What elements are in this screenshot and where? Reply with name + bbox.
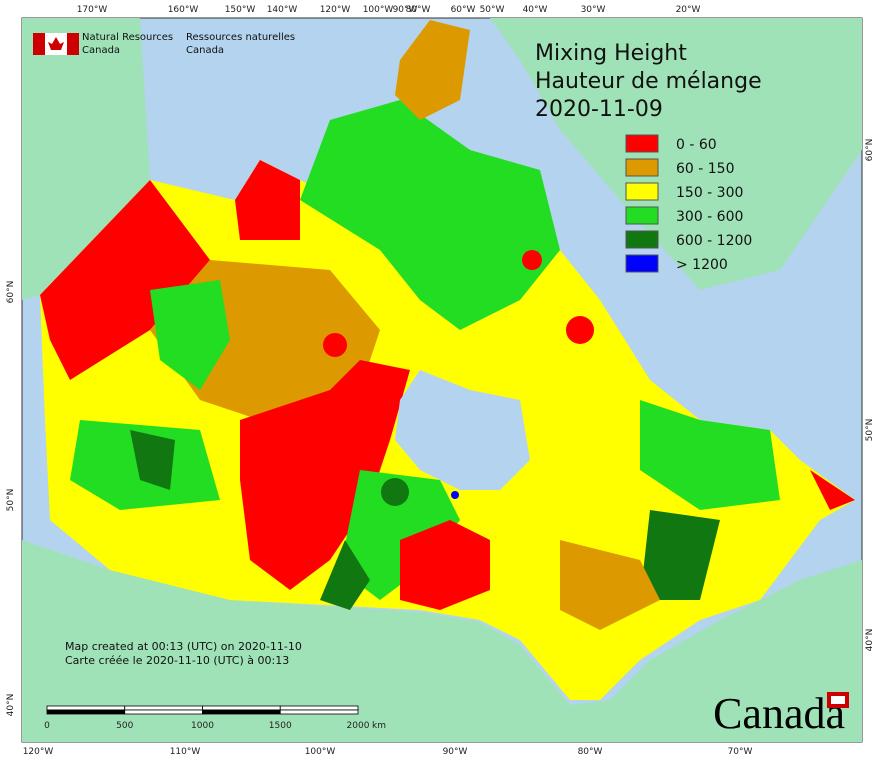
graticule-label: 40°W xyxy=(523,5,548,15)
alaska xyxy=(22,18,150,300)
zone-red xyxy=(566,316,594,344)
zone-red xyxy=(235,160,300,240)
note: Carte créée le 2020-11-10 (UTC) à 00:13 xyxy=(65,654,289,667)
graticule-label: 90°W xyxy=(443,747,468,757)
legend-label: 600 - 1200 xyxy=(676,233,752,249)
scale-segment xyxy=(279,705,359,711)
flag-bar xyxy=(33,33,45,55)
zone-green xyxy=(340,470,460,600)
scale-label: 500 xyxy=(116,721,133,731)
legend-label: 300 - 600 xyxy=(676,209,743,225)
legend-swatch xyxy=(625,158,659,177)
graticule-label: 70°W xyxy=(728,747,753,757)
legend-label: 60 - 150 xyxy=(676,161,735,177)
graticule-label: 100°W xyxy=(305,747,336,757)
graticule-label: 60°N xyxy=(865,139,875,162)
zone-red xyxy=(522,250,542,270)
scale-label: 1500 xyxy=(269,721,292,731)
title: 2020-11-09 xyxy=(535,97,663,122)
graticule-label: 150°W xyxy=(225,5,256,15)
header-text: Ressources naturelles xyxy=(186,32,295,43)
zone-red xyxy=(810,470,855,510)
zone-red xyxy=(40,180,210,380)
scale-segment xyxy=(279,709,359,715)
graticule-label: 80°W xyxy=(578,747,603,757)
graticule-label: 50°N xyxy=(865,419,875,442)
graticule-label: 100°W xyxy=(363,5,394,15)
zone-yellow xyxy=(540,360,650,460)
graticule-label: 40°N xyxy=(865,629,875,652)
graticule-label: 60°W xyxy=(451,5,476,15)
graticule-label: 40°N xyxy=(6,694,16,717)
zone-red xyxy=(400,520,490,610)
note: Map created at 00:13 (UTC) on 2020-11-10 xyxy=(65,640,302,653)
maple-leaf xyxy=(48,37,64,50)
graticule-label: 120°W xyxy=(320,5,351,15)
graticule-label: 80°W xyxy=(406,5,431,15)
scale-segment xyxy=(202,709,281,715)
header-text: Canada xyxy=(186,45,224,56)
scale-segment xyxy=(124,705,203,711)
zone-orange xyxy=(560,540,660,630)
zone-blue xyxy=(451,491,459,499)
arctic-islands xyxy=(300,100,560,330)
scale-segment xyxy=(46,705,126,711)
legend-swatch xyxy=(625,254,659,273)
united-states xyxy=(22,540,862,742)
wordmark-flag xyxy=(827,692,849,708)
scale-segment xyxy=(46,709,126,715)
legend-label: 0 - 60 xyxy=(676,137,717,153)
graticule-label: 160°W xyxy=(168,5,199,15)
ellesmere xyxy=(395,20,470,120)
legend-swatch xyxy=(625,230,659,249)
zone-red xyxy=(240,360,410,590)
zone-darkgreen xyxy=(640,510,720,600)
zone-green xyxy=(640,400,780,510)
graticule-label: 60°N xyxy=(6,281,16,304)
header-text: Natural Resources xyxy=(82,32,173,43)
graticule-label: 20°W xyxy=(676,5,701,15)
graticule-label: 170°W xyxy=(77,5,108,15)
legend-swatch xyxy=(625,134,659,153)
graticule-label: 50°W xyxy=(480,5,505,15)
graticule-label: 140°W xyxy=(267,5,298,15)
graticule-label: 120°W xyxy=(23,747,54,757)
wordmark: Canada xyxy=(713,689,845,738)
scale-label: 1000 xyxy=(191,721,214,731)
zone-darkgreen xyxy=(381,478,409,506)
zone-darkgreen xyxy=(320,540,370,610)
title: Mixing Height xyxy=(535,41,687,66)
graticule-label: 90°W xyxy=(393,5,418,15)
header-text: Canada xyxy=(82,45,120,56)
flag-bar xyxy=(67,33,79,55)
zone-darkgreen xyxy=(130,430,175,490)
greenland xyxy=(490,18,862,290)
scale-segment xyxy=(124,709,203,715)
legend-swatch xyxy=(625,182,659,201)
title: Hauteur de mélange xyxy=(535,69,762,94)
legend-swatch xyxy=(625,206,659,225)
graticule-label: 30°W xyxy=(581,5,606,15)
scale-segment xyxy=(202,705,281,711)
zone-red xyxy=(323,333,347,357)
scale-label: 0 xyxy=(44,721,50,731)
graticule-label: 110°W xyxy=(170,747,201,757)
legend-label: > 1200 xyxy=(676,257,728,273)
legend-label: 150 - 300 xyxy=(676,185,743,201)
scale-label: 2000 xyxy=(347,721,370,731)
scale-unit: km xyxy=(372,721,386,731)
graticule-label: 50°N xyxy=(6,489,16,512)
zone-green xyxy=(150,280,230,390)
hudson-bay xyxy=(395,370,530,490)
